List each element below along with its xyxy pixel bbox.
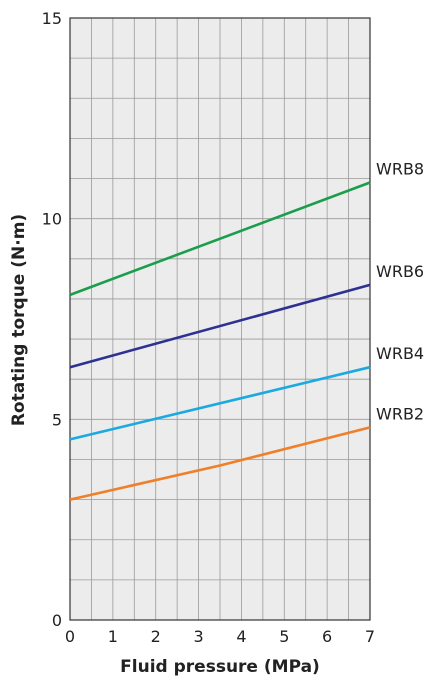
grid — [70, 18, 370, 620]
series-label-wrb2: WRB2 — [376, 404, 424, 423]
x-tick-labels: 0 1 2 3 4 5 6 7 — [65, 627, 375, 646]
x-tick-label: 7 — [365, 627, 375, 646]
x-tick-label: 6 — [322, 627, 332, 646]
y-tick-label: 15 — [42, 9, 62, 28]
y-axis-label: Rotating torque (N·m) — [9, 214, 29, 426]
series-label-wrb8: WRB8 — [376, 160, 424, 179]
x-tick-label: 2 — [151, 627, 161, 646]
series-label-wrb4: WRB4 — [376, 344, 424, 363]
x-tick-label: 5 — [279, 627, 289, 646]
y-tick-labels: 0 5 10 15 — [42, 9, 62, 630]
series-line-wrb6 — [69, 283, 371, 369]
x-tick-label: 0 — [65, 627, 75, 646]
x-tick-label: 1 — [108, 627, 118, 646]
plot-border — [69, 17, 371, 621]
series-line-wrb8 — [69, 181, 371, 297]
series-line-wrb4 — [69, 365, 371, 441]
x-tick-label: 3 — [193, 627, 203, 646]
y-tick-label: 0 — [52, 611, 62, 630]
series-group: WRB8 WRB6 WRB4 WRB2 — [69, 160, 424, 501]
y-tick-label: 10 — [42, 210, 62, 229]
series-line-wrb2 — [69, 426, 371, 501]
x-tick-label: 4 — [236, 627, 246, 646]
y-tick-label: 5 — [52, 410, 62, 429]
series-label-wrb6: WRB6 — [376, 262, 424, 281]
x-axis-label: Fluid pressure (MPa) — [120, 657, 320, 677]
